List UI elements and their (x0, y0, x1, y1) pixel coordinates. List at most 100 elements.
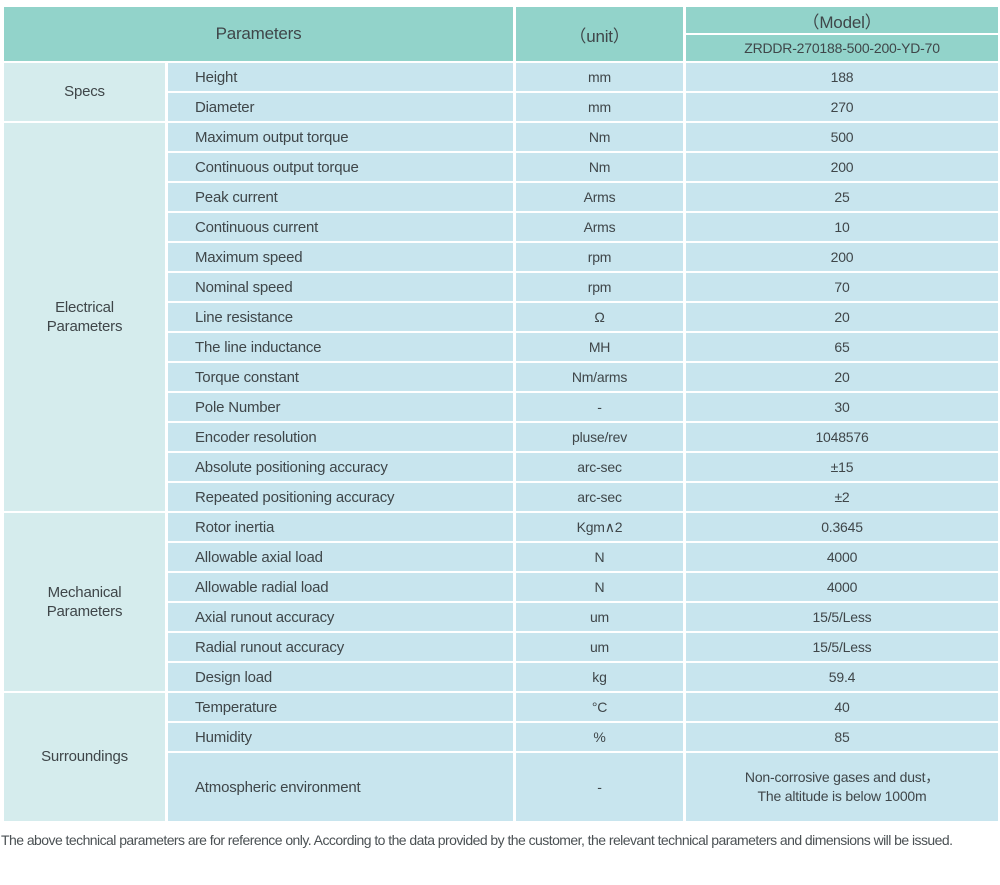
table-header: Parameters （unit） （Model） ZRDDR-270188-5… (1, 5, 1000, 63)
model-number-cell: ZRDDR-270188-500-200-YD-70 (683, 33, 1000, 63)
value-cell: 15/5/Less (683, 601, 1000, 633)
table-row: Absolute positioning accuracy arc-sec ±15 (3, 451, 1000, 483)
group-cell: Mechanical Parameters (1, 511, 168, 693)
table-row: Torque constant Nm/arms 20 (3, 361, 1000, 393)
parameter-cell: The line inductance (165, 331, 516, 363)
unit-cell: mm (513, 61, 686, 93)
unit-cell: - (513, 751, 686, 823)
table-row: Pole Number -30 (3, 391, 1000, 423)
parameter-cell: Design load (165, 661, 516, 693)
unit-cell: arc-sec (513, 481, 686, 513)
table-row: Radial runout accuracy um 15/5/Less (3, 631, 1000, 663)
parameter-cell: Repeated positioning accuracy (165, 481, 516, 513)
footer-note: The above technical parameters are for r… (1, 832, 953, 848)
parameter-cell: Temperature (165, 691, 516, 723)
unit-cell: Nm/arms (513, 361, 686, 393)
header-row-2: ZRDDR-270188-500-200-YD-70 (3, 33, 1000, 63)
parameter-cell: Maximum output torque (165, 121, 516, 153)
unit-cell: Arms (513, 211, 686, 243)
parameter-cell: Atmospheric environment (165, 751, 516, 823)
table-row: The line inductance MH 65 (3, 331, 1000, 363)
parameter-cell: Radial runout accuracy (165, 631, 516, 663)
parameter-cell: Height (165, 61, 516, 93)
value-cell: ±2 (683, 481, 1000, 513)
value-cell: 85 (683, 721, 1000, 753)
unit-cell: Kgm∧2 (513, 511, 686, 543)
value-cell: 270 (683, 91, 1000, 123)
value-cell: 0.3645 (683, 511, 1000, 543)
parameter-cell: Humidity (165, 721, 516, 753)
value-cell: 20 (683, 361, 1000, 393)
parameter-cell: Pole Number (165, 391, 516, 423)
parameter-cell: Line resistance (165, 301, 516, 333)
unit-cell: % (513, 721, 686, 753)
unit-cell: Nm (513, 151, 686, 183)
value-cell: 200 (683, 241, 1000, 273)
table-row: Peak current Arms 25 (3, 181, 1000, 213)
table-row: Surroundings Temperature °C 40 (1, 691, 1000, 823)
value-cell: Non-corrosive gases and dust， The altitu… (683, 751, 1000, 823)
value-cell: 188 (683, 61, 1000, 93)
parameter-cell: Absolute positioning accuracy (165, 451, 516, 483)
table-row: Axial runout accuracy um 15/5/Less (3, 601, 1000, 633)
group-cell: Specs (1, 61, 168, 123)
value-cell: 59.4 (683, 661, 1000, 693)
table-row: Continuous current Arms 10 (3, 211, 1000, 243)
parameter-cell: Axial runout accuracy (165, 601, 516, 633)
parameter-cell: Allowable axial load (165, 541, 516, 573)
value-cell: 500 (683, 121, 1000, 153)
parameter-cell: Torque constant (165, 361, 516, 393)
unit-cell: N (513, 541, 686, 573)
parameter-cell: Encoder resolution (165, 421, 516, 453)
parameter-cell: Peak current (165, 181, 516, 213)
value-cell: 4000 (683, 541, 1000, 573)
table-row: Allowable radial load N 4000 (3, 571, 1000, 603)
table-row: Repeated positioning accuracy arc-sec ±2 (3, 481, 1000, 513)
parameter-cell: Continuous current (165, 211, 516, 243)
table-row: Atmospheric environment - Non-corrosive ga… (3, 751, 1000, 823)
unit-cell: mm (513, 91, 686, 123)
table-row: Humidity% 85 (3, 721, 1000, 753)
unit-cell: Ω (513, 301, 686, 333)
table-row: Mechanical Parameters Rotor inertia Kgm∧2 0… (1, 511, 1000, 693)
unit-cell: pluse/rev (513, 421, 686, 453)
parameters-header-cell: Parameters (1, 5, 516, 63)
unit-cell: MH (513, 331, 686, 363)
value-cell: 200 (683, 151, 1000, 183)
value-cell: 25 (683, 181, 1000, 213)
parameter-cell: Allowable radial load (165, 571, 516, 603)
unit-cell: °C (513, 691, 686, 723)
table-row: Electrical Parameters Maximum output torq… (1, 121, 1000, 513)
unit-cell: rpm (513, 241, 686, 273)
value-cell: 65 (683, 331, 1000, 363)
unit-cell: arc-sec (513, 451, 686, 483)
unit-cell: Arms (513, 181, 686, 213)
group-cell: Electrical Parameters (1, 121, 168, 513)
parameter-cell: Nominal speed (165, 271, 516, 303)
parameter-cell: Continuous output torque (165, 151, 516, 183)
table-row: Maximum speed rpm 200 (3, 241, 1000, 273)
model-header-cell: （Model） (683, 5, 1000, 35)
table-row: Line resistance Ω 20 (3, 301, 1000, 333)
table-row: Design load kg 59.4 (3, 661, 1000, 693)
unit-header-cell: （unit） (513, 5, 686, 63)
value-cell: 1048576 (683, 421, 1000, 453)
value-cell: ±15 (683, 451, 1000, 483)
table-row: Diameter mm 270 (3, 91, 1000, 123)
table-row: Encoder resolution pluse/rev 1048576 (3, 421, 1000, 453)
page: Parameters （unit） （Model） ZRDDR-270188-5… (0, 5, 1000, 885)
value-cell: 20 (683, 301, 1000, 333)
table-row: Continuous output torque Nm 200 (3, 151, 1000, 183)
value-cell: 10 (683, 211, 1000, 243)
value-cell: 30 (683, 391, 1000, 423)
unit-cell: - (513, 391, 686, 423)
header-row-1: Parameters （unit） （Model） (1, 5, 1000, 63)
unit-cell: N (513, 571, 686, 603)
unit-cell: Nm (513, 121, 686, 153)
unit-cell: um (513, 601, 686, 633)
unit-cell: um (513, 631, 686, 663)
parameter-cell: Rotor inertia (165, 511, 516, 543)
parameter-cell: Diameter (165, 91, 516, 123)
table-row: Allowable axial load N 4000 (3, 541, 1000, 573)
spec-table: Parameters （unit） （Model） ZRDDR-270188-5… (1, 5, 1000, 823)
